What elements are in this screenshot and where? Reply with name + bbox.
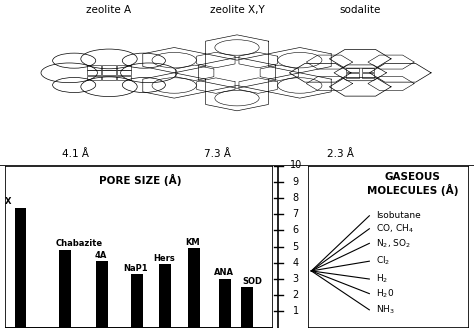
Bar [102,76,116,80]
Bar [219,279,231,328]
Bar [117,65,131,70]
Text: 1: 1 [292,307,299,316]
Bar [59,250,71,328]
Text: Cl$_2$: Cl$_2$ [376,255,390,267]
Text: 9: 9 [292,177,299,187]
Bar [102,71,116,75]
Text: PORE SIZE (Å): PORE SIZE (Å) [99,173,182,186]
Text: zeolite X,Y: zeolite X,Y [210,5,264,15]
Bar [117,71,131,75]
Text: ANA: ANA [214,268,234,277]
Bar [241,287,253,328]
Bar [362,73,374,78]
Text: CO, CH$_4$: CO, CH$_4$ [376,222,414,235]
Bar [87,71,101,75]
Text: 5: 5 [292,242,299,252]
Text: Hers: Hers [153,254,175,263]
Text: N$_2$, SO$_2$: N$_2$, SO$_2$ [376,237,411,250]
Text: sodalite: sodalite [339,5,381,15]
Bar [362,68,374,72]
Text: 4: 4 [292,258,299,268]
Text: Isobutane: Isobutane [376,211,420,220]
Bar [346,73,359,78]
Bar [117,76,131,80]
Text: 8: 8 [292,193,299,203]
Text: 3: 3 [292,274,299,284]
Text: 10: 10 [290,161,302,170]
Bar [188,248,200,328]
Text: Chabazite: Chabazite [55,239,102,248]
Text: H$_2$: H$_2$ [376,273,388,285]
Bar [159,264,172,328]
Text: H$_2$0: H$_2$0 [376,287,394,300]
Text: 2: 2 [292,290,299,300]
Text: X: X [5,197,11,206]
Text: 6: 6 [292,225,299,235]
Bar [102,65,116,70]
Text: zeolite A: zeolite A [86,5,132,15]
Bar [15,208,27,328]
Bar [87,65,101,70]
Text: 7.3 Å: 7.3 Å [204,149,231,159]
Bar [346,68,359,72]
Text: 7: 7 [292,209,299,219]
Text: GASEOUS
MOLECULES (Å): GASEOUS MOLECULES (Å) [367,172,459,196]
Text: 4.1 Å: 4.1 Å [62,149,89,159]
Bar [87,76,101,80]
Text: SOD: SOD [243,276,263,286]
Text: KM: KM [185,238,200,247]
Text: 2.3 Å: 2.3 Å [327,149,354,159]
Text: NaP1: NaP1 [123,263,148,272]
Text: 4A: 4A [95,251,107,260]
Text: NH$_3$: NH$_3$ [376,304,394,316]
Bar [96,261,109,328]
Bar [131,274,143,328]
